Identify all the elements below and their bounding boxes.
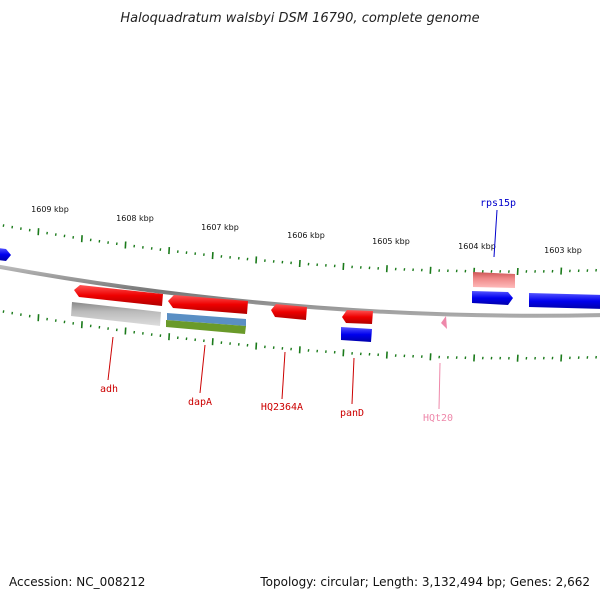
gene-label-rps15p[interactable]: rps15p [480, 198, 516, 209]
scale-label-1608: 1608 kbp [116, 214, 154, 223]
accession-text: Accession: NC_008212 [9, 575, 145, 589]
gene-box-forward-right[interactable] [529, 293, 600, 309]
gene-label-HQt20[interactable]: HQt20 [423, 413, 453, 424]
gene-label-panD[interactable]: panD [340, 408, 364, 419]
gene-arrow-panD[interactable] [342, 310, 373, 324]
gene-label-adh[interactable]: adh [100, 384, 118, 395]
scale-label-1607: 1607 kbp [201, 223, 239, 232]
gene-label-HQ2364A[interactable]: HQ2364A [261, 402, 303, 413]
label-line-HQt20 [438, 362, 441, 410]
gene-track-dapA-blue[interactable] [167, 313, 246, 326]
trna-HQt20[interactable] [441, 316, 447, 329]
genome-backbone [0, 264, 600, 318]
gene-label-lines [107, 209, 498, 410]
gene-arrow-forward-left-edge[interactable] [0, 248, 11, 261]
gene-arrow-rps15p[interactable] [472, 291, 513, 305]
gene-track-adh-gray[interactable] [71, 302, 161, 326]
scale-ticks-lower [2, 310, 597, 362]
gene-label-dapA[interactable]: dapA [188, 397, 212, 408]
scale-label-1605: 1605 kbp [372, 237, 410, 246]
gene-arrow-HQ2364A[interactable] [271, 304, 307, 320]
scale-labels: 1609 kbp 1608 kbp 1607 kbp 1606 kbp 1605… [31, 205, 582, 255]
gene-arrow-dapA[interactable] [168, 295, 248, 314]
gene-arrow-adh[interactable] [74, 285, 163, 306]
gene-track-dapA-green[interactable] [166, 320, 246, 334]
scale-ticks-upper [2, 224, 597, 276]
label-line-rps15p [493, 209, 498, 258]
label-line-HQ2364A [281, 351, 286, 400]
scale-label-1606: 1606 kbp [287, 231, 325, 240]
genome-summary-text: Topology: circular; Length: 3,132,494 bp… [259, 575, 590, 589]
scale-label-1604: 1604 kbp [458, 242, 496, 251]
scale-label-1603: 1603 kbp [544, 246, 582, 255]
gene-features [0, 248, 600, 342]
label-line-dapA [199, 344, 206, 394]
scale-label-1609: 1609 kbp [31, 205, 69, 214]
map-title: Haloquadratum walsbyi DSM 16790, complet… [120, 11, 479, 26]
label-line-adh [107, 336, 114, 381]
gene-box-rps15p-pink[interactable] [473, 272, 515, 288]
label-line-panD [351, 357, 355, 405]
gene-labels: adh dapA HQ2364A panD HQt20 rps15p [100, 198, 516, 424]
gene-box-panD-blue[interactable] [341, 327, 372, 342]
